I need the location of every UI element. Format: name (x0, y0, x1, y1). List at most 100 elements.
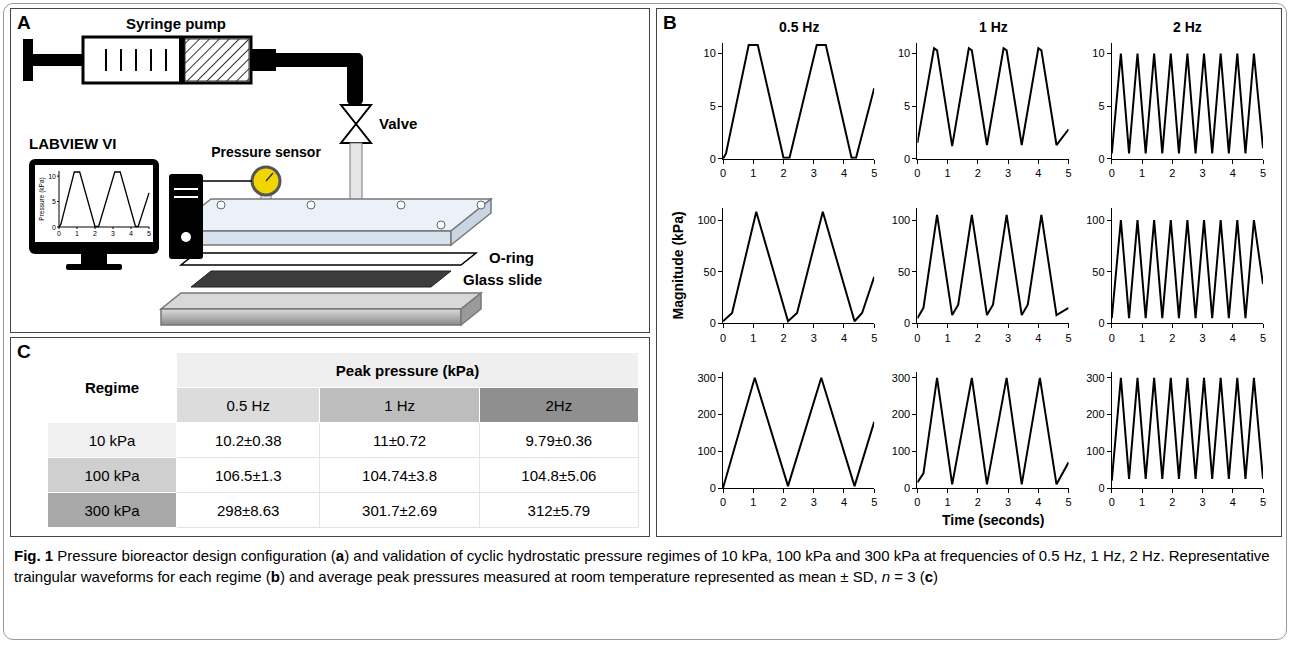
svg-text:5: 5 (710, 100, 716, 112)
svg-text:1: 1 (750, 496, 756, 508)
svg-text:4: 4 (1035, 167, 1041, 179)
svg-text:3: 3 (1199, 332, 1205, 344)
svg-text:0: 0 (710, 317, 716, 329)
svg-text:3: 3 (1005, 167, 1011, 179)
svg-text:3: 3 (811, 496, 817, 508)
svg-text:5: 5 (1066, 496, 1072, 508)
svg-text:2: 2 (93, 230, 97, 237)
svg-text:3: 3 (1005, 496, 1011, 508)
svg-text:200: 200 (892, 408, 910, 420)
svg-text:4: 4 (1230, 167, 1236, 179)
svg-text:5: 5 (871, 332, 877, 344)
svg-text:3: 3 (811, 332, 817, 344)
svg-text:5: 5 (904, 100, 910, 112)
svg-text:200: 200 (697, 408, 715, 420)
svg-text:2: 2 (1169, 167, 1175, 179)
svg-text:0: 0 (710, 153, 716, 165)
svg-text:0.5 Hz: 0.5 Hz (779, 19, 819, 35)
svg-text:5: 5 (1098, 100, 1104, 112)
svg-text:50: 50 (898, 266, 910, 278)
svg-text:3: 3 (1005, 332, 1011, 344)
svg-text:1: 1 (945, 332, 951, 344)
svg-text:5: 5 (1260, 167, 1266, 179)
svg-text:0: 0 (1109, 496, 1115, 508)
svg-text:10: 10 (48, 173, 56, 180)
svg-text:0: 0 (720, 167, 726, 179)
svg-text:2: 2 (975, 167, 981, 179)
svg-text:4: 4 (841, 332, 847, 344)
svg-text:0: 0 (1098, 317, 1104, 329)
svg-text:5: 5 (871, 167, 877, 179)
svg-text:50: 50 (1092, 266, 1104, 278)
svg-text:10: 10 (704, 47, 716, 59)
svg-text:4: 4 (841, 496, 847, 508)
svg-text:2: 2 (780, 167, 786, 179)
svg-text:1: 1 (945, 167, 951, 179)
svg-text:4: 4 (1035, 496, 1041, 508)
svg-text:4: 4 (1230, 496, 1236, 508)
svg-text:5: 5 (1066, 332, 1072, 344)
svg-text:50: 50 (704, 266, 716, 278)
svg-text:0: 0 (720, 496, 726, 508)
svg-text:100: 100 (1086, 214, 1104, 226)
svg-text:2: 2 (1169, 496, 1175, 508)
svg-text:0: 0 (1109, 332, 1115, 344)
svg-text:5: 5 (1066, 167, 1072, 179)
svg-text:4: 4 (841, 167, 847, 179)
svg-text:100: 100 (892, 214, 910, 226)
svg-text:Valve: Valve (379, 115, 417, 132)
svg-text:100: 100 (697, 445, 715, 457)
svg-text:0: 0 (720, 332, 726, 344)
svg-text:Glass slide: Glass slide (463, 271, 542, 288)
svg-text:4: 4 (129, 230, 133, 237)
svg-text:Time (seconds): Time (seconds) (942, 512, 1044, 528)
svg-text:3: 3 (1199, 496, 1205, 508)
svg-text:3: 3 (811, 167, 817, 179)
svg-text:300: 300 (1086, 372, 1104, 384)
svg-text:0: 0 (710, 482, 716, 494)
svg-text:LABVIEW VI: LABVIEW VI (29, 135, 117, 152)
svg-text:2: 2 (975, 496, 981, 508)
svg-text:1 Hz: 1 Hz (979, 19, 1008, 35)
svg-text:0: 0 (914, 496, 920, 508)
svg-text:0: 0 (904, 482, 910, 494)
svg-text:5: 5 (1260, 332, 1266, 344)
svg-text:3: 3 (111, 230, 115, 237)
svg-text:100: 100 (892, 445, 910, 457)
svg-text:100: 100 (697, 214, 715, 226)
svg-text:300: 300 (697, 372, 715, 384)
svg-text:300: 300 (892, 372, 910, 384)
svg-text:200: 200 (1086, 408, 1104, 420)
svg-text:2: 2 (780, 496, 786, 508)
svg-text:0: 0 (57, 230, 61, 237)
svg-text:0: 0 (914, 167, 920, 179)
svg-text:5: 5 (871, 496, 877, 508)
svg-text:100: 100 (1086, 445, 1104, 457)
svg-text:10: 10 (1092, 47, 1104, 59)
svg-text:1: 1 (1139, 332, 1145, 344)
svg-text:1: 1 (750, 332, 756, 344)
svg-text:1: 1 (1139, 496, 1145, 508)
svg-text:4: 4 (1230, 332, 1236, 344)
svg-text:0: 0 (1098, 153, 1104, 165)
svg-text:5: 5 (147, 230, 151, 237)
svg-text:1: 1 (75, 230, 79, 237)
svg-text:O-ring: O-ring (489, 249, 534, 266)
svg-text:Magnitude (kPa): Magnitude (kPa) (670, 211, 686, 319)
svg-text:2: 2 (780, 332, 786, 344)
svg-text:0: 0 (1109, 167, 1115, 179)
svg-text:2: 2 (975, 332, 981, 344)
svg-text:5: 5 (1260, 496, 1266, 508)
svg-text:0: 0 (904, 317, 910, 329)
svg-text:Pressure (kPa): Pressure (kPa) (38, 177, 46, 220)
svg-text:10: 10 (898, 47, 910, 59)
svg-text:Pressure sensor: Pressure sensor (211, 144, 321, 160)
svg-text:1: 1 (1139, 167, 1145, 179)
svg-text:3: 3 (1199, 167, 1205, 179)
svg-text:0: 0 (1098, 482, 1104, 494)
svg-text:1: 1 (945, 496, 951, 508)
svg-text:1: 1 (750, 167, 756, 179)
svg-text:2: 2 (1169, 332, 1175, 344)
svg-text:0: 0 (904, 153, 910, 165)
svg-text:0: 0 (52, 224, 56, 231)
